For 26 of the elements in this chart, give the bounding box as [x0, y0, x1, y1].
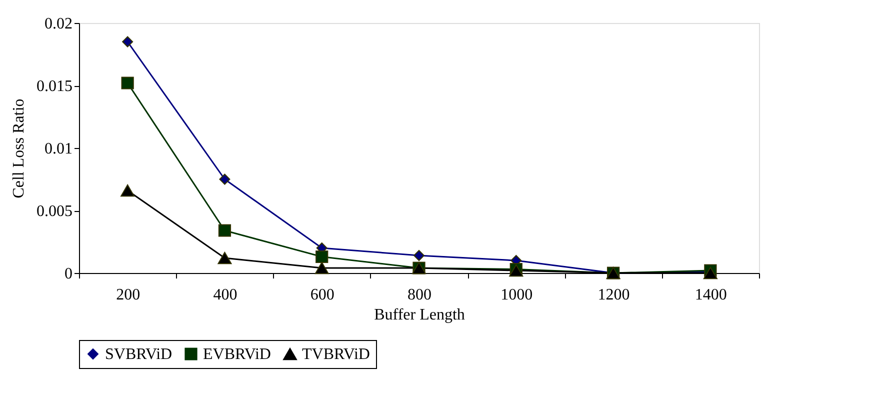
point: [218, 252, 232, 264]
y-tick-label: 0: [64, 266, 72, 282]
y-tick-label: 0.01: [44, 140, 72, 158]
point: [218, 224, 232, 237]
legend-label: TVBRViD: [302, 346, 370, 363]
point: [316, 250, 328, 264]
x-tick-label: 400: [213, 286, 238, 304]
x-tick-label: 1400: [694, 286, 727, 304]
x-tick-label: 1200: [598, 286, 630, 304]
x-tick-label: 800: [408, 286, 432, 304]
y-tick-label: 0.005: [36, 203, 72, 220]
legend-label: SVBRViD: [105, 346, 172, 363]
x-tick-label: 600: [310, 286, 334, 304]
x-tick-label: 1000: [500, 286, 533, 304]
legend-label: EVBRViD: [203, 346, 271, 363]
point: [219, 174, 230, 185]
point: [122, 36, 134, 48]
point: [414, 250, 424, 261]
y-tick-label: 0.02: [44, 16, 72, 32]
point: [121, 76, 134, 90]
y-tick-label: 0.015: [36, 78, 72, 95]
x-tick-label: 200: [116, 286, 140, 304]
x-axis-title: Buffer Length: [374, 306, 465, 324]
point: [314, 262, 329, 274]
point: [120, 184, 135, 197]
y-axis-title: Cell Loss Ratio: [10, 98, 28, 198]
